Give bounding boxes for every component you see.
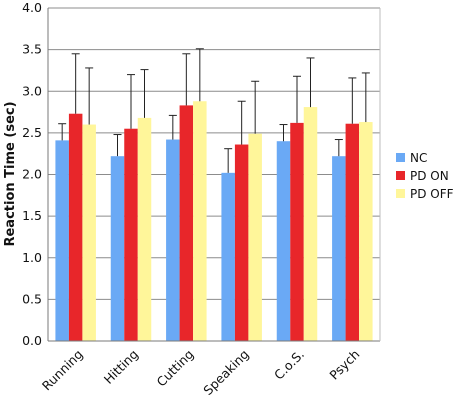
y-tick-label: 3.0 xyxy=(22,83,42,98)
gridlines xyxy=(48,7,380,300)
axes xyxy=(47,8,381,342)
bar-pd-off-psych xyxy=(359,122,373,342)
bar-nc-speaking xyxy=(221,172,235,341)
legend-swatch xyxy=(396,153,405,162)
y-tick-labels: 0.0 0.5 1.0 1.5 2.0 2.5 3.0 3.5 4.0 xyxy=(22,0,42,348)
bar-nc-psych xyxy=(332,156,346,341)
x-tick-labels: Running Hitting Cutting Speaking C.o.S. Psych xyxy=(39,347,363,398)
y-tick-label: 1.5 xyxy=(22,208,42,223)
bar-nc-cutting xyxy=(166,139,180,341)
bar-pd-off-running xyxy=(82,124,96,341)
bar-pd-on-speaking xyxy=(234,144,249,341)
bar-pd-off-hitting xyxy=(137,117,152,341)
y-tick-label: 1.0 xyxy=(22,250,42,265)
error-bars xyxy=(58,48,370,173)
y-tick-label: 0.0 xyxy=(22,333,42,348)
bar-pd-off-c-o-s- xyxy=(303,107,318,341)
legend: NC PD ON PD OFF xyxy=(396,151,454,201)
bar-pd-on-psych xyxy=(345,123,360,341)
bar-pd-off-speaking xyxy=(248,133,262,341)
x-tick-label: Speaking xyxy=(200,347,251,398)
y-axis-title: Reaction Time (sec) xyxy=(3,101,18,246)
y-tick-label: 4.0 xyxy=(22,0,42,15)
bar-nc-c-o-s- xyxy=(276,141,291,341)
y-tick-label: 0.5 xyxy=(22,291,42,306)
bar-nc-hitting xyxy=(110,156,125,341)
x-tick-label: Cutting xyxy=(153,347,196,390)
bars xyxy=(55,101,373,342)
bar-nc-running xyxy=(55,140,69,341)
x-tick-label: Psych xyxy=(326,347,362,383)
x-tick-label: C.o.S. xyxy=(271,347,307,383)
legend-label: PD ON xyxy=(410,169,449,183)
y-tick-label: 2.5 xyxy=(22,125,42,140)
legend-label: PD OFF xyxy=(410,187,454,201)
bar-pd-on-c-o-s- xyxy=(290,122,304,341)
y-tick-label: 3.5 xyxy=(22,42,42,57)
y-tick-label: 2.0 xyxy=(22,167,42,182)
x-tick-label: Hitting xyxy=(101,347,141,387)
legend-swatch xyxy=(396,171,405,180)
legend-label: NC xyxy=(410,151,427,165)
bar-pd-on-running xyxy=(68,113,83,341)
bar-pd-off-cutting xyxy=(193,101,207,342)
bar-pd-on-hitting xyxy=(124,128,138,341)
x-tick-label: Running xyxy=(39,347,86,394)
legend-swatch xyxy=(396,189,405,198)
bar-pd-on-cutting xyxy=(179,105,194,341)
